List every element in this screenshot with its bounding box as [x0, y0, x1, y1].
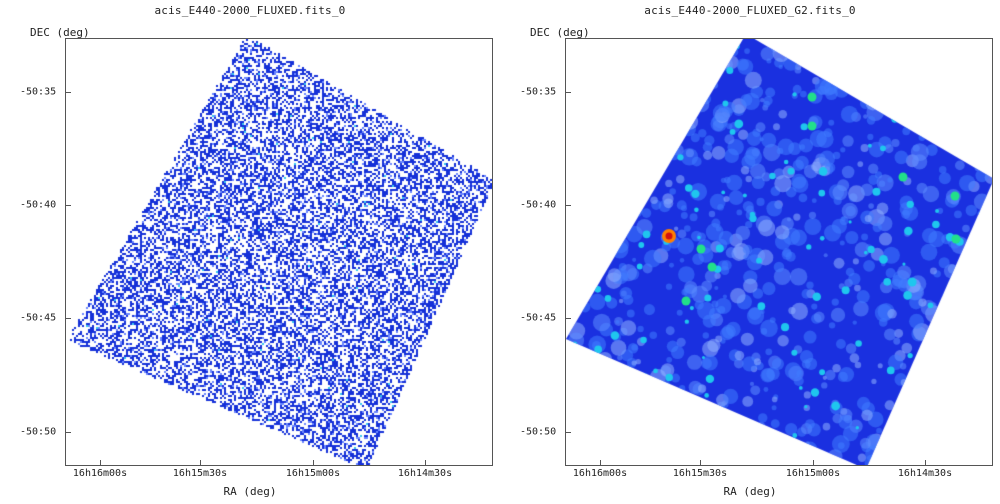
right-x-tickmark	[700, 460, 701, 466]
right-x-tickmark	[600, 460, 601, 466]
right-y-tick: -50:40	[520, 199, 557, 211]
left-y-tick: -50:40	[20, 199, 57, 211]
left-fluxed-image	[66, 39, 492, 465]
right-y-tickmark	[565, 205, 571, 206]
right-panel-title: acis_E440-2000_FLUXED_G2.fits_0	[644, 4, 856, 17]
left-x-tick: 16h15m00s	[285, 468, 341, 479]
right-x-axis-label: RA (deg)	[723, 485, 777, 498]
left-image-panel: acis_E440-2000_FLUXED.fits_0 DEC (deg) -…	[20, 4, 493, 498]
right-y-tickmark	[565, 318, 571, 319]
left-y-tickmark	[65, 92, 71, 93]
left-y-tickmark	[65, 205, 71, 206]
right-image-panel: acis_E440-2000_FLUXED_G2.fits_0 DEC (deg…	[500, 0, 1000, 504]
right-y-tickmark	[565, 432, 571, 433]
right-y-tickmark	[565, 92, 571, 93]
left-x-tickmark	[313, 460, 314, 466]
right-y-tick: -50:35	[520, 86, 557, 98]
left-panel-title: acis_E440-2000_FLUXED.fits_0	[154, 4, 346, 17]
right-image-plot	[565, 38, 993, 466]
left-x-axis-label: RA (deg)	[223, 485, 277, 498]
left-x-tickmark	[200, 460, 201, 466]
right-x-tick: 16h16m00s	[572, 468, 628, 479]
left-x-tickmark	[425, 460, 426, 466]
left-y-tickmark	[65, 432, 71, 433]
left-x-tickmark	[100, 460, 101, 466]
right-x-tick: 16h14m30s	[897, 468, 953, 479]
right-y-axis-label: DEC (deg)	[530, 26, 590, 39]
left-y-tick: -50:45	[20, 312, 57, 324]
left-y-tickmark	[65, 318, 71, 319]
right-y-tick: -50:45	[520, 312, 557, 324]
right-x-tick: 16h15m00s	[785, 468, 841, 479]
right-y-tick: -50:50	[520, 426, 557, 438]
left-y-axis-label: DEC (deg)	[30, 26, 90, 39]
right-smoothed-image	[566, 39, 992, 465]
left-x-tick: 16h16m00s	[72, 468, 128, 479]
left-x-tick: 16h14m30s	[397, 468, 453, 479]
left-x-tick: 16h15m30s	[172, 468, 228, 479]
left-y-tick: -50:50	[20, 426, 57, 438]
right-x-tickmark	[925, 460, 926, 466]
left-y-tick: -50:35	[20, 86, 57, 98]
right-x-tickmark	[813, 460, 814, 466]
right-x-tick: 16h15m30s	[672, 468, 728, 479]
left-image-plot	[65, 38, 493, 466]
